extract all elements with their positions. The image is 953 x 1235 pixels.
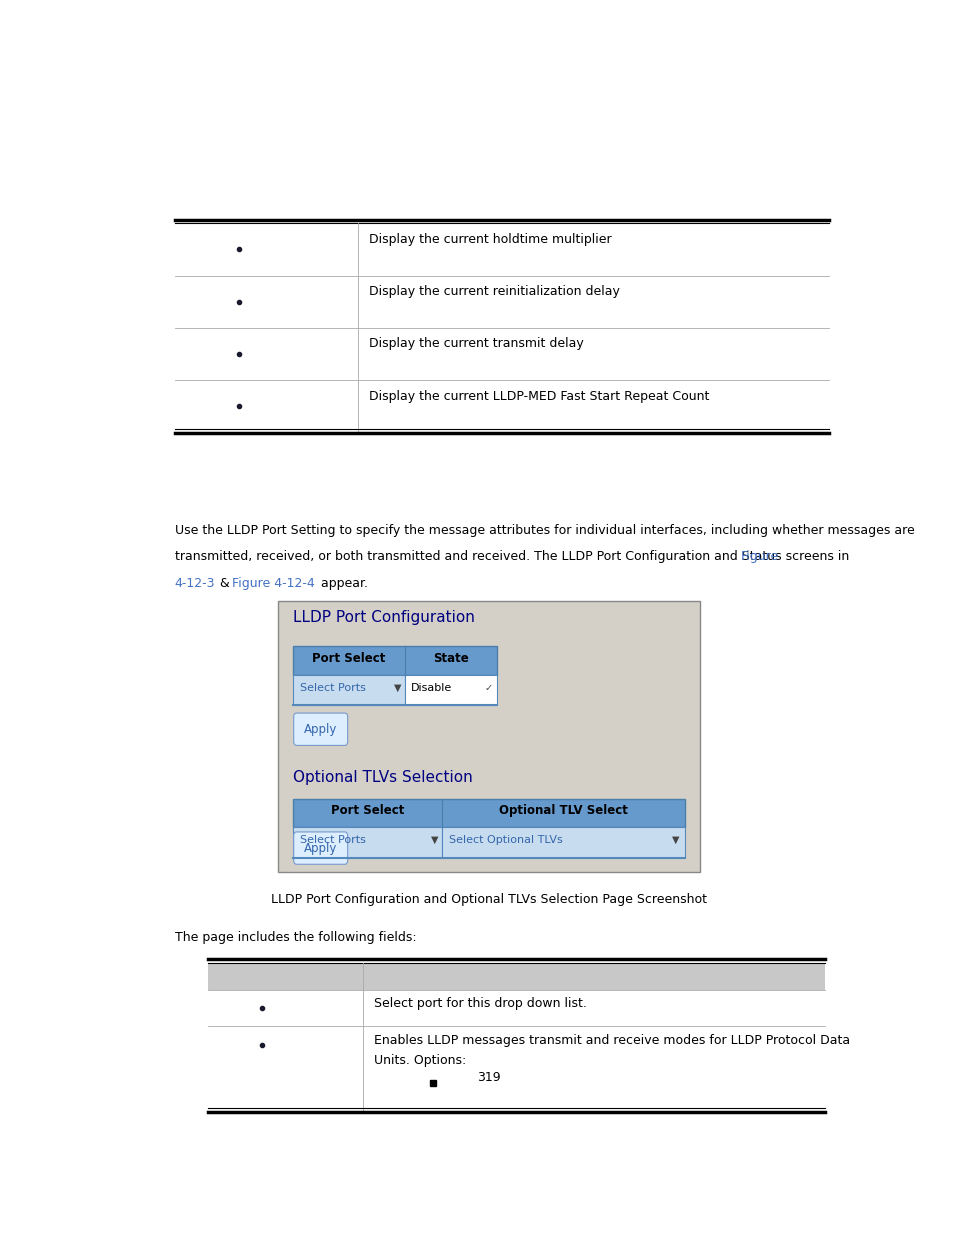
Text: Port Select: Port Select [331,804,404,818]
Text: Select port for this drop down list.: Select port for this drop down list. [374,998,587,1010]
Text: ▼: ▼ [394,683,401,693]
Text: Figure 4-12-4: Figure 4-12-4 [233,577,314,590]
Text: Apply: Apply [304,841,337,855]
Bar [405,676,497,705]
Text: Display the current holdtime multiplier: Display the current holdtime multiplier [369,233,611,246]
Text: The page includes the following fields:: The page includes the following fields: [174,931,416,944]
Text: Select Ports: Select Ports [300,683,366,693]
Text: Optional TLV Select: Optional TLV Select [498,804,627,818]
Text: Disable: Disable [411,683,452,693]
Text: Select Optional TLVs: Select Optional TLVs [449,835,562,845]
Text: 319: 319 [476,1071,500,1083]
Text: Use the LLDP Port Setting to specify the message attributes for individual inter: Use the LLDP Port Setting to specify the… [174,524,914,537]
Text: LLDP Port Configuration: LLDP Port Configuration [293,610,475,625]
Text: transmitted, received, or both transmitted and received. The LLDP Port Configura: transmitted, received, or both transmitt… [174,551,852,563]
Text: LLDP Port Configuration and Optional TLVs Selection Page Screenshot: LLDP Port Configuration and Optional TLV… [271,893,706,905]
Bar [293,827,441,857]
Bar [208,963,824,989]
Text: ▼: ▼ [431,835,437,845]
Text: Enables LLDP messages transmit and receive modes for LLDP Protocol Data: Enables LLDP messages transmit and recei… [374,1034,849,1046]
Text: State: State [433,652,469,666]
Bar [278,601,699,872]
Text: Port Select: Port Select [313,652,385,666]
Text: ✓: ✓ [483,683,492,693]
Text: 4-12-3: 4-12-3 [174,577,215,590]
Bar [441,827,684,857]
Text: appear.: appear. [316,577,367,590]
Text: Figure: Figure [740,551,779,563]
Text: ▼: ▼ [671,835,679,845]
Text: Select Ports: Select Ports [300,835,366,845]
FancyBboxPatch shape [294,832,347,864]
Text: Units. Options:: Units. Options: [374,1055,466,1067]
Text: Optional TLVs Selection: Optional TLVs Selection [293,771,473,785]
Bar [293,646,497,676]
Text: Apply: Apply [304,722,337,736]
Text: Display the current LLDP-MED Fast Start Repeat Count: Display the current LLDP-MED Fast Start … [369,390,709,403]
FancyBboxPatch shape [294,713,347,746]
Text: &: & [216,577,233,590]
Text: Display the current transmit delay: Display the current transmit delay [369,337,583,351]
Bar [293,799,684,827]
Bar [293,676,405,705]
Text: Display the current reinitialization delay: Display the current reinitialization del… [369,285,619,298]
